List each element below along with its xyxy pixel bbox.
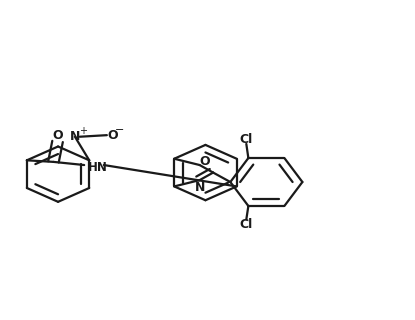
Text: Cl: Cl	[240, 133, 253, 146]
Text: N: N	[70, 130, 80, 143]
Text: O: O	[52, 129, 63, 142]
Text: O: O	[200, 156, 210, 168]
Text: +: +	[79, 126, 87, 136]
Text: −: −	[115, 125, 124, 135]
Text: Cl: Cl	[240, 218, 253, 231]
Text: HN: HN	[88, 161, 108, 174]
Text: N: N	[195, 180, 206, 194]
Text: O: O	[107, 129, 118, 142]
